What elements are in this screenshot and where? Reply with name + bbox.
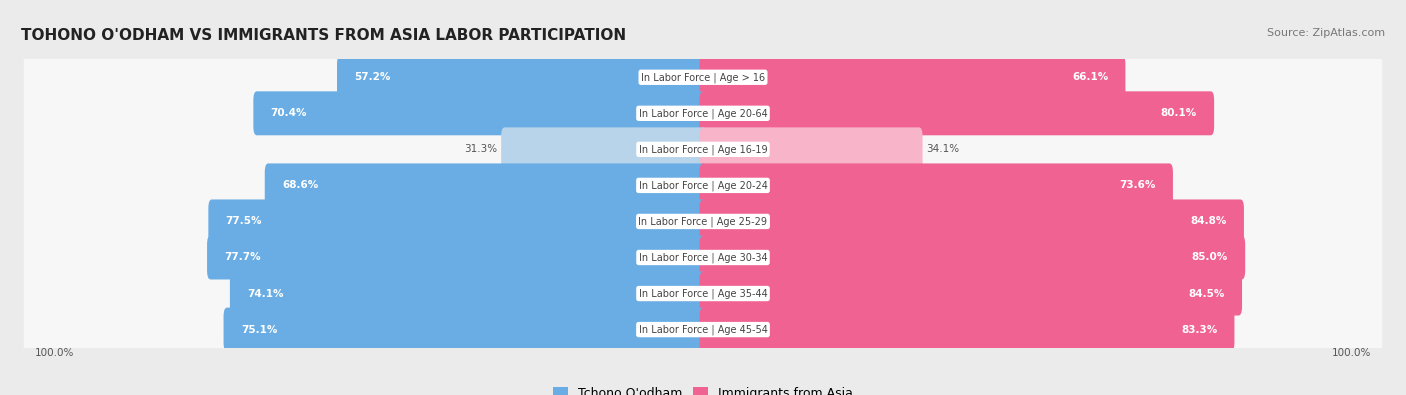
FancyBboxPatch shape (700, 55, 1125, 99)
FancyBboxPatch shape (24, 160, 1382, 211)
Text: In Labor Force | Age 45-54: In Labor Force | Age 45-54 (638, 324, 768, 335)
Text: 68.6%: 68.6% (283, 181, 318, 190)
Text: 77.7%: 77.7% (225, 252, 262, 263)
FancyBboxPatch shape (207, 235, 706, 280)
Text: 83.3%: 83.3% (1181, 325, 1218, 335)
FancyBboxPatch shape (700, 164, 1173, 207)
Text: 80.1%: 80.1% (1161, 108, 1197, 118)
FancyBboxPatch shape (208, 199, 706, 243)
Legend: Tchono O'odham, Immigrants from Asia: Tchono O'odham, Immigrants from Asia (548, 382, 858, 395)
Text: In Labor Force | Age 35-44: In Labor Force | Age 35-44 (638, 288, 768, 299)
FancyBboxPatch shape (700, 127, 922, 171)
Text: In Labor Force | Age 20-64: In Labor Force | Age 20-64 (638, 108, 768, 118)
Text: In Labor Force | Age > 16: In Labor Force | Age > 16 (641, 72, 765, 83)
Text: In Labor Force | Age 16-19: In Labor Force | Age 16-19 (638, 144, 768, 154)
Text: 77.5%: 77.5% (225, 216, 262, 226)
FancyBboxPatch shape (337, 55, 706, 99)
FancyBboxPatch shape (24, 304, 1382, 355)
FancyBboxPatch shape (24, 88, 1382, 139)
Text: 85.0%: 85.0% (1192, 252, 1227, 263)
FancyBboxPatch shape (700, 308, 1234, 352)
Text: 74.1%: 74.1% (247, 288, 284, 299)
Text: Source: ZipAtlas.com: Source: ZipAtlas.com (1267, 28, 1385, 38)
FancyBboxPatch shape (700, 235, 1246, 280)
Text: In Labor Force | Age 30-34: In Labor Force | Age 30-34 (638, 252, 768, 263)
FancyBboxPatch shape (24, 52, 1382, 102)
FancyBboxPatch shape (24, 196, 1382, 246)
Text: 100.0%: 100.0% (1331, 348, 1371, 357)
Text: 70.4%: 70.4% (270, 108, 307, 118)
FancyBboxPatch shape (264, 164, 706, 207)
FancyBboxPatch shape (24, 232, 1382, 283)
FancyBboxPatch shape (700, 199, 1244, 243)
FancyBboxPatch shape (231, 271, 706, 316)
FancyBboxPatch shape (224, 308, 706, 352)
Text: 57.2%: 57.2% (354, 72, 391, 82)
FancyBboxPatch shape (253, 91, 706, 135)
Text: 73.6%: 73.6% (1119, 181, 1156, 190)
Text: TOHONO O'ODHAM VS IMMIGRANTS FROM ASIA LABOR PARTICIPATION: TOHONO O'ODHAM VS IMMIGRANTS FROM ASIA L… (21, 28, 626, 43)
Text: 84.8%: 84.8% (1191, 216, 1226, 226)
Text: In Labor Force | Age 20-24: In Labor Force | Age 20-24 (638, 180, 768, 191)
Text: 75.1%: 75.1% (240, 325, 277, 335)
Text: 66.1%: 66.1% (1071, 72, 1108, 82)
FancyBboxPatch shape (700, 271, 1241, 316)
Text: 84.5%: 84.5% (1188, 288, 1225, 299)
FancyBboxPatch shape (24, 268, 1382, 319)
FancyBboxPatch shape (501, 127, 706, 171)
FancyBboxPatch shape (24, 124, 1382, 175)
Text: 31.3%: 31.3% (464, 144, 498, 154)
FancyBboxPatch shape (700, 91, 1215, 135)
Text: 34.1%: 34.1% (927, 144, 959, 154)
Text: 100.0%: 100.0% (35, 348, 75, 357)
Text: In Labor Force | Age 25-29: In Labor Force | Age 25-29 (638, 216, 768, 227)
